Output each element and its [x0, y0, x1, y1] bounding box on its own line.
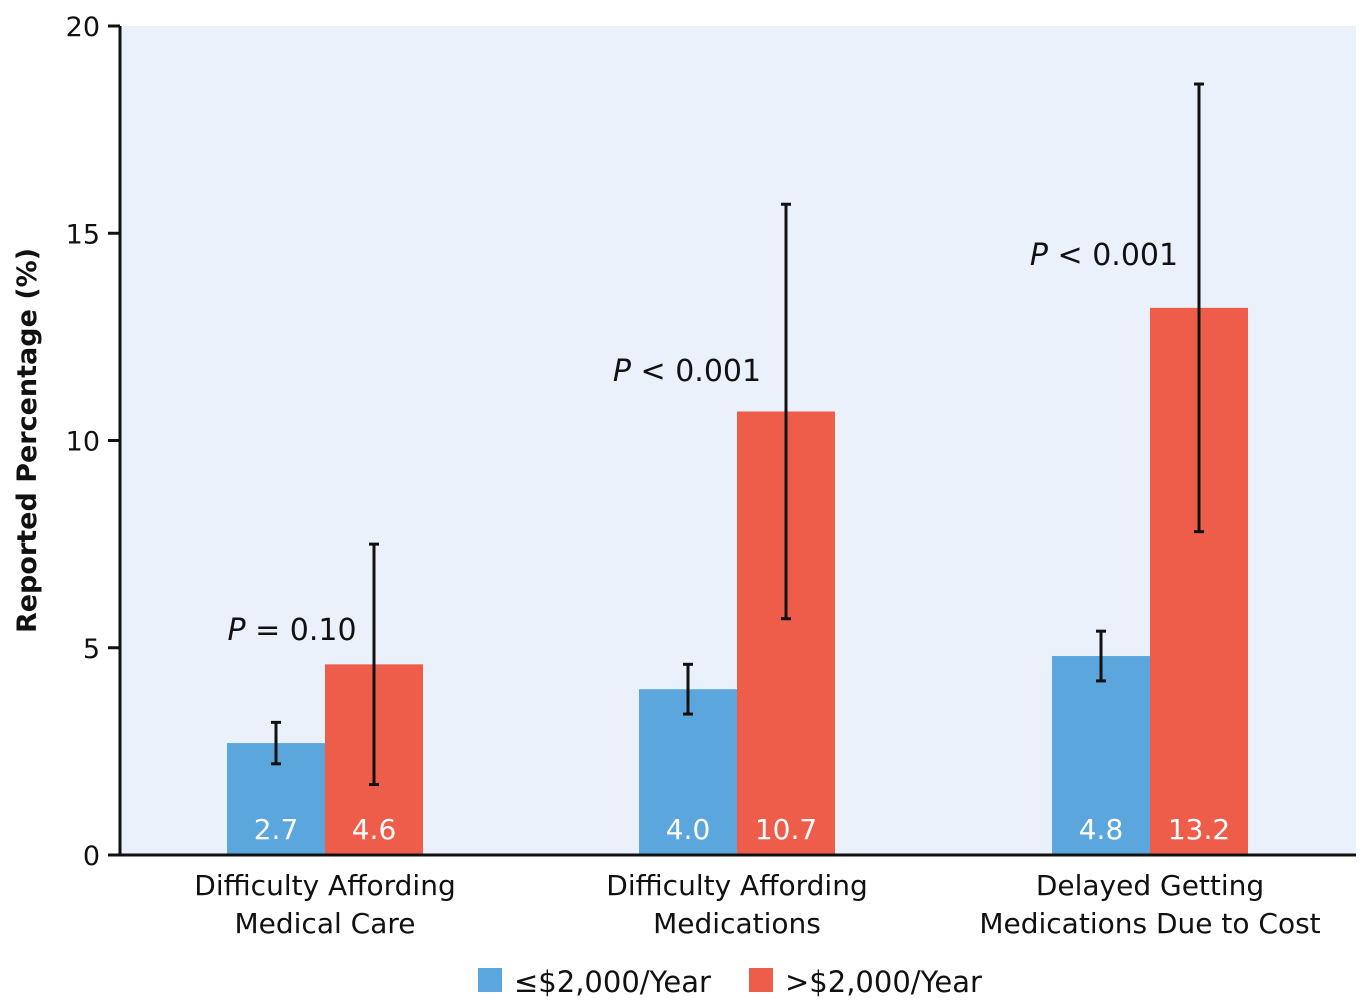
bar-value-label: 13.2 [1168, 813, 1230, 846]
bar-value-label: 2.7 [254, 813, 299, 846]
y-tick-label: 10 [66, 427, 100, 458]
y-tick-label: 5 [83, 634, 100, 665]
legend-swatch [749, 968, 773, 992]
y-axis-title: Reported Percentage (%) [12, 248, 43, 633]
p-value-annotation: P = 0.10 [227, 613, 356, 648]
bars [227, 307, 1248, 855]
bar-series0-cat2 [1052, 656, 1150, 855]
legend: ≤$2,000/Year >$2,000/Year [478, 965, 982, 999]
bar-value-label: 10.7 [755, 813, 817, 846]
p-value-annotations: P = 0.10 P < 0.001 P < 0.001 [227, 238, 1178, 648]
x-tick-label: Difficulty Affording [606, 869, 867, 902]
x-tick-label: Medical Care [234, 907, 415, 940]
axes: Difficulty Affording Medical Care Difficul… [12, 12, 1356, 940]
legend-label: ≤$2,000/Year [514, 965, 711, 999]
bar-series0-cat1 [639, 689, 737, 855]
legend-label: >$2,000/Year [785, 965, 982, 999]
y-tick-label: 15 [66, 219, 100, 250]
p-value-annotation: P < 0.001 [613, 354, 761, 389]
bar-value-label: 4.8 [1079, 813, 1124, 846]
x-tick-label: Delayed Getting [1036, 869, 1264, 902]
y-tick-label: 0 [83, 841, 100, 872]
x-tick-label: Medications [653, 907, 821, 940]
bar-value-label: 4.6 [352, 813, 397, 846]
y-tick-label: 20 [66, 12, 100, 43]
p-value-annotation: P < 0.001 [1030, 238, 1178, 273]
bar-value-label: 4.0 [666, 813, 711, 846]
legend-swatch [478, 968, 502, 992]
x-tick-label: Difficulty Affording [194, 869, 455, 902]
error-bars [271, 82, 1204, 787]
bar-value-labels: 2.7 4.6 4.0 10.7 4.8 13.2 [254, 813, 1230, 846]
x-tick-label: Medications Due to Cost [979, 907, 1320, 940]
